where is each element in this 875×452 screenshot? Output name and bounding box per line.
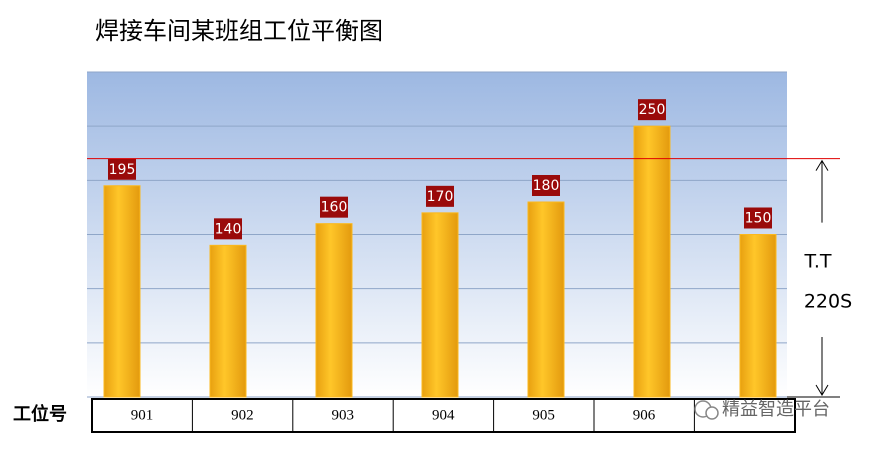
- value-label: 160: [321, 200, 348, 216]
- x-tick-label: 905: [532, 407, 555, 423]
- bar: [103, 185, 141, 398]
- value-label: 140: [215, 221, 242, 237]
- value-label-box: [214, 218, 242, 240]
- x-tick-label: 904: [432, 407, 455, 423]
- takt-arrow-head: [815, 159, 829, 171]
- value-label-box: [744, 207, 772, 229]
- watermark-icon: [694, 400, 719, 420]
- x-tick-label: 902: [231, 407, 254, 423]
- bar: [739, 234, 777, 398]
- value-label-box: [320, 196, 348, 218]
- value-label-box: [638, 99, 666, 121]
- value-label-box: [532, 175, 560, 196]
- x-tick-label: 901: [131, 407, 154, 423]
- value-label: 180: [533, 178, 560, 194]
- category-table: [91, 398, 796, 433]
- x-axis-label: 工位号: [13, 403, 67, 425]
- takt-arrow-head: [815, 384, 829, 396]
- watermark: 精益智造平台: [722, 399, 830, 420]
- takt-label: 220S: [804, 291, 852, 313]
- bar: [315, 223, 353, 398]
- value-label: 170: [427, 189, 454, 205]
- value-label: 195: [109, 162, 136, 178]
- bar: [633, 125, 671, 398]
- value-label-box: [426, 185, 454, 207]
- bar: [421, 212, 459, 398]
- value-label: 150: [745, 211, 772, 227]
- bar: [209, 244, 247, 398]
- x-tick-label: 906: [633, 407, 656, 423]
- value-label-box: [108, 158, 136, 180]
- bar: [527, 201, 565, 398]
- takt-name: T.T: [804, 251, 832, 273]
- value-label: 250: [639, 102, 666, 118]
- x-tick-label: 903: [332, 407, 355, 423]
- chart-title: 焊接车间某班组工位平衡图: [95, 17, 383, 45]
